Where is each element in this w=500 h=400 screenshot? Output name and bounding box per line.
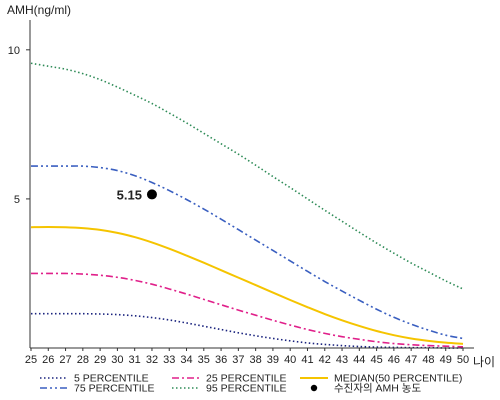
x-tick-label: 40: [284, 354, 296, 366]
legend-label-75-percentile: 75 PERCENTILE: [74, 383, 155, 395]
x-tick-label: 29: [94, 354, 106, 366]
x-tick-label: 39: [267, 354, 279, 366]
legend-label-median-50-percentile: MEDIAN(50 PERCENTILE): [334, 373, 462, 385]
axes: AMH(ng/ml) 나이: [7, 3, 495, 369]
legend-label-5-percentile: 5 PERCENTILE: [74, 373, 149, 385]
x-axis-title: 나이: [473, 355, 495, 369]
x-tick-label: 32: [146, 354, 158, 366]
x-tick-label: 25: [25, 354, 37, 366]
series-line-median-50-percentile: [30, 225, 464, 345]
x-tick-label: 44: [353, 354, 365, 366]
x-tick-label: 27: [59, 354, 71, 366]
legend: 5 PERCENTILE 25 PERCENTILE MEDIAN(50 PERCE…: [40, 373, 462, 395]
x-tick-label: 41: [301, 354, 313, 366]
x-tick-label: 43: [336, 354, 348, 366]
x-tick-label: 35: [198, 354, 210, 366]
legend-label-patient-point: 수진자의 AMH 농도: [334, 383, 421, 395]
y-tick-label: 5: [14, 194, 20, 206]
x-tick-label: 31: [129, 354, 141, 366]
x-tick-label: 26: [42, 354, 54, 366]
x-tick-labels: 25 26 27 28 29 30 31 32 33 34 35 36 37 38 39 40 41 42 43 44…: [25, 348, 469, 366]
x-tick-label: 48: [422, 354, 434, 366]
x-tick-label: 47: [405, 354, 417, 366]
x-tick-label: 33: [163, 354, 175, 366]
legend-label-25-percentile: 25 PERCENTILE: [206, 373, 287, 385]
x-tick-label: 30: [111, 354, 123, 366]
x-tick-label: 50: [457, 354, 469, 366]
highlight-point-value-label: 5.15: [117, 187, 142, 202]
y-axis-title: AMH(ng/ml): [7, 3, 71, 17]
x-tick-label: 36: [215, 354, 227, 366]
x-tick-label: 49: [440, 354, 452, 366]
x-tick-label: 28: [77, 354, 89, 366]
x-tick-label: 42: [319, 354, 331, 366]
x-tick-label: 45: [370, 354, 382, 366]
y-tick-labels: 5 10: [8, 45, 30, 206]
plot-area: [30, 62, 464, 349]
series-line-75-percentile: [31, 165, 464, 340]
legend-label-95-percentile: 95 PERCENTILE: [206, 383, 287, 395]
series-line-95-percentile: [30, 62, 464, 290]
x-tick-label: 34: [180, 354, 192, 366]
x-tick-label: 37: [232, 354, 244, 366]
legend-swatch-patient-point: [310, 384, 318, 392]
x-tick-label: 46: [388, 354, 400, 366]
series-line-25-percentile: [31, 272, 464, 348]
x-tick-label: 38: [250, 354, 262, 366]
highlight-points: 5.15: [117, 187, 157, 202]
y-tick-label: 10: [8, 45, 20, 57]
highlight-point-marker: [146, 189, 157, 200]
